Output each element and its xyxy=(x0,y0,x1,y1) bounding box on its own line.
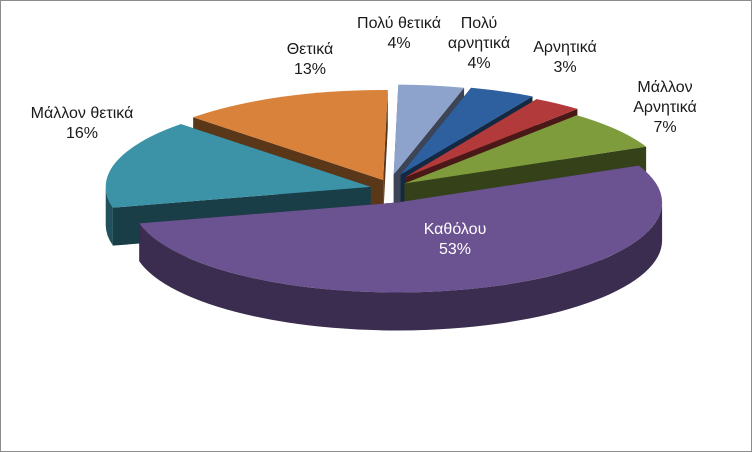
label-katholou-pct: 53% xyxy=(438,241,472,258)
label-poly-thetika-name: Πολύ θετικά xyxy=(357,15,441,32)
label-arnitika-name: Αρνητικά xyxy=(533,39,597,56)
label-mallon-arnitika-pct: 7% xyxy=(653,119,677,136)
slice-2-top xyxy=(404,99,578,178)
label-poly-thetika-pct: 4% xyxy=(387,35,411,52)
label-thetika-name: Θετικά xyxy=(286,41,334,58)
slice-3-top xyxy=(404,115,647,184)
slice-0-top xyxy=(393,84,465,175)
label-mallon-thetika-pct: 16% xyxy=(65,125,99,142)
label-poly-arnitika-pct: 4% xyxy=(467,55,491,72)
slice-5-outer-wall-0 xyxy=(105,186,113,246)
label-arnitika-pct: 3% xyxy=(553,59,577,76)
slice-1-top xyxy=(400,87,533,175)
pie-top-layer xyxy=(105,84,663,293)
slice-5-top xyxy=(105,124,371,208)
slice-4-outer-wall-0 xyxy=(139,202,663,331)
label-katholou-name: Καθόλου xyxy=(423,221,487,238)
label-poly-arnitika: Πολύ αρνητικά 4% xyxy=(436,14,522,74)
label-mallon-thetika-name: Μάλλον θετικά xyxy=(30,105,134,122)
label-mallon-arnitika-name: Μάλλον Αρνητικά xyxy=(633,79,697,116)
slice-6-top xyxy=(193,90,388,181)
label-mallon-arnitika: Μάλλον Αρνητικά 7% xyxy=(620,78,710,138)
slice-4-top xyxy=(139,165,663,293)
label-poly-arnitika-name: Πολύ αρνητικά xyxy=(447,15,511,52)
label-mallon-thetika: Μάλλον θετικά 16% xyxy=(12,104,152,144)
label-katholou: Καθόλου 53% xyxy=(410,220,500,260)
label-thetika-pct: 13% xyxy=(293,61,327,78)
label-thetika: Θετικά 13% xyxy=(270,40,350,80)
label-arnitika: Αρνητικά 3% xyxy=(520,38,610,78)
label-poly-thetika: Πολύ θετικά 4% xyxy=(344,14,454,54)
slice-6-wall-1 xyxy=(383,90,388,219)
